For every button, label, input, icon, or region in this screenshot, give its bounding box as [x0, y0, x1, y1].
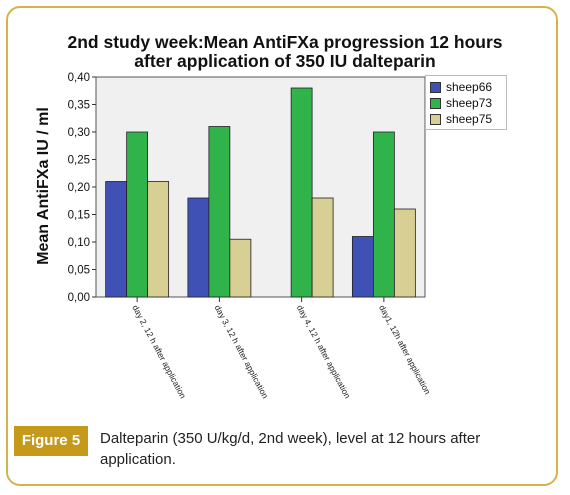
x-tick-label: day 2, 12 h after application: [130, 303, 188, 400]
y-tick-label: 0,40: [68, 72, 90, 84]
bar-sheep73: [126, 131, 149, 298]
y-tick-label: 0,35: [68, 100, 90, 112]
y-tick-label: 0,15: [68, 210, 90, 222]
chart-legend: sheep66 sheep73 sheep75: [425, 75, 507, 130]
legend-swatch-sheep66: [430, 81, 441, 93]
chart-title-line-1: 2nd study week:Mean AntiFXa progression …: [67, 32, 503, 52]
legend-label-sheep66: sheep66: [446, 80, 493, 94]
legend-swatch-sheep73: [430, 97, 441, 109]
legend-label-sheep73: sheep73: [446, 96, 493, 110]
y-tick-label: 0,10: [68, 237, 90, 249]
bar-sheep73: [290, 87, 313, 298]
chart-title-line-2: after application of 350 IU dalteparin: [134, 51, 436, 71]
bar-sheep66: [105, 181, 128, 298]
y-tick-label: 0,20: [68, 182, 90, 194]
y-tick-label: 0,30: [68, 127, 90, 139]
figure-label: Figure 5: [14, 426, 88, 456]
y-tick-label: 0,25: [68, 155, 90, 167]
bar-sheep75: [147, 181, 170, 298]
legend-item-sheep73: sheep73: [430, 95, 506, 111]
legend-label-sheep75: sheep75: [446, 112, 493, 126]
bar-sheep66: [187, 197, 210, 298]
legend-swatch-sheep75: [430, 113, 441, 125]
bar-sheep75: [229, 238, 252, 298]
legend-item-sheep75: sheep75: [430, 111, 506, 127]
y-tick-label: 0,05: [68, 265, 90, 277]
bar-sheep66: [351, 236, 374, 298]
legend-item-sheep66: sheep66: [430, 79, 506, 95]
y-tick-label: 0,00: [68, 292, 90, 304]
x-tick-label: day 4, 12 h after application: [295, 303, 353, 400]
bar-sheep75: [393, 208, 416, 298]
bar-sheep75: [311, 197, 334, 298]
bar-sheep73: [372, 131, 395, 298]
figure-caption: Dalteparin (350 U/kg/d, 2nd week), level…: [100, 430, 481, 468]
bar-sheep73: [208, 126, 231, 298]
x-tick-label: day 3, 12 h after application: [213, 303, 271, 400]
y-axis-label: Mean AntiFXa IU / ml: [35, 107, 52, 265]
x-tick-label: day1, 12h after application: [377, 303, 433, 396]
